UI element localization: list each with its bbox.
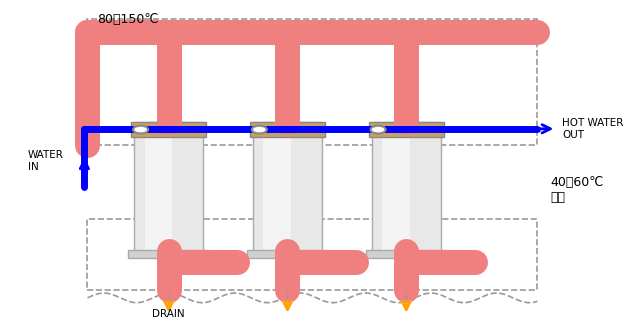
FancyBboxPatch shape	[382, 122, 410, 251]
FancyBboxPatch shape	[128, 250, 210, 258]
FancyBboxPatch shape	[369, 122, 444, 137]
Circle shape	[371, 126, 385, 134]
Circle shape	[252, 126, 267, 134]
Text: WATER
IN: WATER IN	[28, 150, 64, 172]
FancyBboxPatch shape	[131, 122, 206, 137]
Text: 40～60℃
以下: 40～60℃ 以下	[550, 176, 603, 204]
FancyBboxPatch shape	[250, 122, 325, 137]
FancyBboxPatch shape	[247, 250, 328, 258]
FancyBboxPatch shape	[145, 122, 172, 251]
FancyBboxPatch shape	[253, 122, 322, 251]
FancyBboxPatch shape	[264, 122, 291, 251]
Circle shape	[133, 126, 148, 134]
FancyBboxPatch shape	[366, 250, 447, 258]
FancyBboxPatch shape	[134, 122, 203, 251]
Text: 80～150℃: 80～150℃	[97, 13, 158, 26]
Text: HOT WATER
OUT: HOT WATER OUT	[562, 118, 624, 140]
Text: DRAIN: DRAIN	[152, 309, 185, 319]
FancyBboxPatch shape	[372, 122, 441, 251]
